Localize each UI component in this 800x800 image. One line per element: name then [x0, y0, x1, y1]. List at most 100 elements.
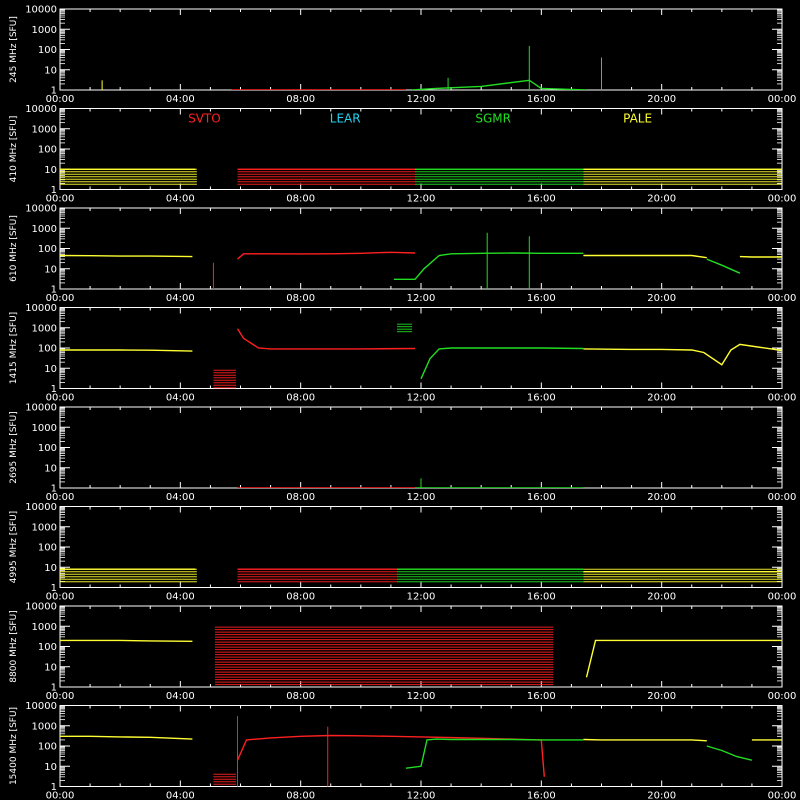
plot-frame [59, 705, 783, 787]
data-band-svto [213, 773, 236, 785]
y-axis-label: 8800 MHz [SFU] [9, 610, 19, 682]
x-tick-label: 00:00 [768, 691, 797, 702]
x-tick-label: 00:00 [768, 194, 797, 205]
data-band-svto [237, 168, 415, 185]
x-tick-label: 08:00 [286, 691, 315, 702]
x-tick-label: 16:00 [527, 492, 556, 503]
y-tick-label: 1 [51, 384, 57, 395]
y-tick-label: 100 [38, 145, 57, 156]
x-tick-label: 16:00 [527, 94, 556, 105]
y-axis-label: 1415 MHz [SFU] [9, 312, 19, 384]
plot-frame [59, 207, 783, 290]
x-tick-label: 00:00 [46, 194, 75, 205]
y-tick-label: 1 [51, 185, 57, 196]
x-tick-label: 04:00 [166, 94, 195, 105]
y-axis-label: 245 MHz [SFU] [9, 16, 19, 83]
x-tick-label: 12:00 [407, 293, 436, 304]
plot-frame [59, 506, 783, 588]
x-tick-label: 04:00 [166, 194, 195, 205]
y-tick-label: 10000 [25, 303, 57, 314]
series-line-sgmr [706, 745, 753, 761]
y-tick-label: 100 [38, 344, 57, 355]
series-line-pale [583, 343, 782, 366]
y-tick-label: 100 [38, 642, 57, 653]
x-tick-label: 20:00 [647, 691, 676, 702]
plot-frame [59, 8, 783, 91]
x-tick-label: 04:00 [166, 691, 195, 702]
y-axis-label: 4995 MHz [SFU] [9, 511, 19, 583]
x-tick-label: 00:00 [768, 94, 797, 105]
y-tick-label: 1 [51, 683, 57, 694]
plot-area [60, 168, 782, 185]
y-tick-label: 1000 [32, 323, 57, 334]
y-tick-label: 1000 [32, 25, 57, 36]
x-tick-label: 16:00 [527, 592, 556, 603]
panel-5: 1 10 100 1000 10000 00:00 04:00 08:00 12:00 16:00… [9, 403, 796, 504]
x-tick-label: 12:00 [407, 492, 436, 503]
x-tick-label: 00:00 [46, 293, 75, 304]
series-line-svto [236, 328, 416, 350]
series-line-pale [585, 639, 782, 678]
plot-frame [59, 307, 783, 389]
x-tick-label: 20:00 [647, 492, 676, 503]
data-band-pale [60, 568, 197, 583]
y-tick-label: 1 [51, 285, 57, 296]
y-tick-label: 100 [38, 443, 57, 454]
legend-svto: SVTO [188, 112, 221, 126]
y-tick-label: 1 [51, 782, 57, 793]
plot-area [60, 568, 782, 583]
plot-frame [59, 406, 783, 489]
x-tick-label: 20:00 [647, 791, 676, 800]
y-tick-label: 1 [51, 583, 57, 594]
y-tick-label: 10000 [25, 701, 57, 712]
x-tick-label: 20:00 [647, 293, 676, 304]
x-tick-label: 08:00 [286, 592, 315, 603]
series-line-sgmr [411, 79, 587, 90]
series-line-svto [237, 251, 416, 260]
series-line-pale [60, 254, 193, 258]
x-tick-label: 20:00 [647, 393, 676, 404]
panel-1: 1 10 100 1000 10000 00:00 04:00 08:00 12:00 16:00… [9, 5, 796, 106]
x-tick-label: 16:00 [527, 194, 556, 205]
y-tick-label: 10 [44, 65, 57, 76]
y-axis-label: 410 MHz [SFU] [9, 116, 19, 183]
y-tick-label: 1000 [32, 423, 57, 434]
data-band-pale [583, 168, 782, 185]
y-tick-label: 10000 [25, 104, 57, 115]
x-tick-label: 00:00 [46, 791, 75, 800]
x-tick-label: 12:00 [407, 592, 436, 603]
panel-3: 1 10 100 1000 10000 00:00 04:00 08:00 12:00 16:00… [9, 204, 796, 305]
y-tick-label: 10000 [25, 5, 57, 16]
series-line-pale [60, 639, 193, 642]
y-axis-label: 610 MHz [SFU] [9, 215, 19, 282]
x-tick-label: 08:00 [286, 94, 315, 105]
series-line-sgmr [405, 738, 584, 769]
series-line-sgmr [393, 252, 584, 280]
data-band-pale [60, 168, 197, 185]
panel-2: 1 10 100 1000 10000 00:00 04:00 08:00 12:00 16:00… [9, 104, 796, 205]
x-tick-label: 12:00 [407, 94, 436, 105]
x-tick-label: 00:00 [46, 592, 75, 603]
y-tick-label: 10 [44, 264, 57, 275]
data-band-svto [214, 626, 554, 686]
x-tick-label: 16:00 [527, 393, 556, 404]
y-tick-label: 100 [38, 45, 57, 56]
x-tick-label: 00:00 [768, 293, 797, 304]
data-band-sgmr [396, 568, 584, 583]
x-tick-label: 08:00 [286, 393, 315, 404]
y-tick-label: 1000 [32, 622, 57, 633]
series-line-sgmr [420, 347, 584, 380]
x-tick-label: 20:00 [647, 592, 676, 603]
y-axis-label: 2695 MHz [SFU] [9, 411, 19, 483]
y-tick-label: 1000 [32, 224, 57, 235]
x-tick-label: 04:00 [166, 393, 195, 404]
plot-area [60, 626, 782, 686]
x-tick-label: 04:00 [166, 293, 195, 304]
legend-lear: LEAR [330, 112, 361, 126]
x-tick-label: 00:00 [46, 94, 75, 105]
panel-8: 1 10 100 1000 10000 00:00 04:00 08:00 12:00 16:00… [9, 701, 796, 800]
y-tick-label: 10 [44, 563, 57, 574]
x-tick-label: 12:00 [407, 194, 436, 205]
series-line-pale [60, 735, 193, 740]
